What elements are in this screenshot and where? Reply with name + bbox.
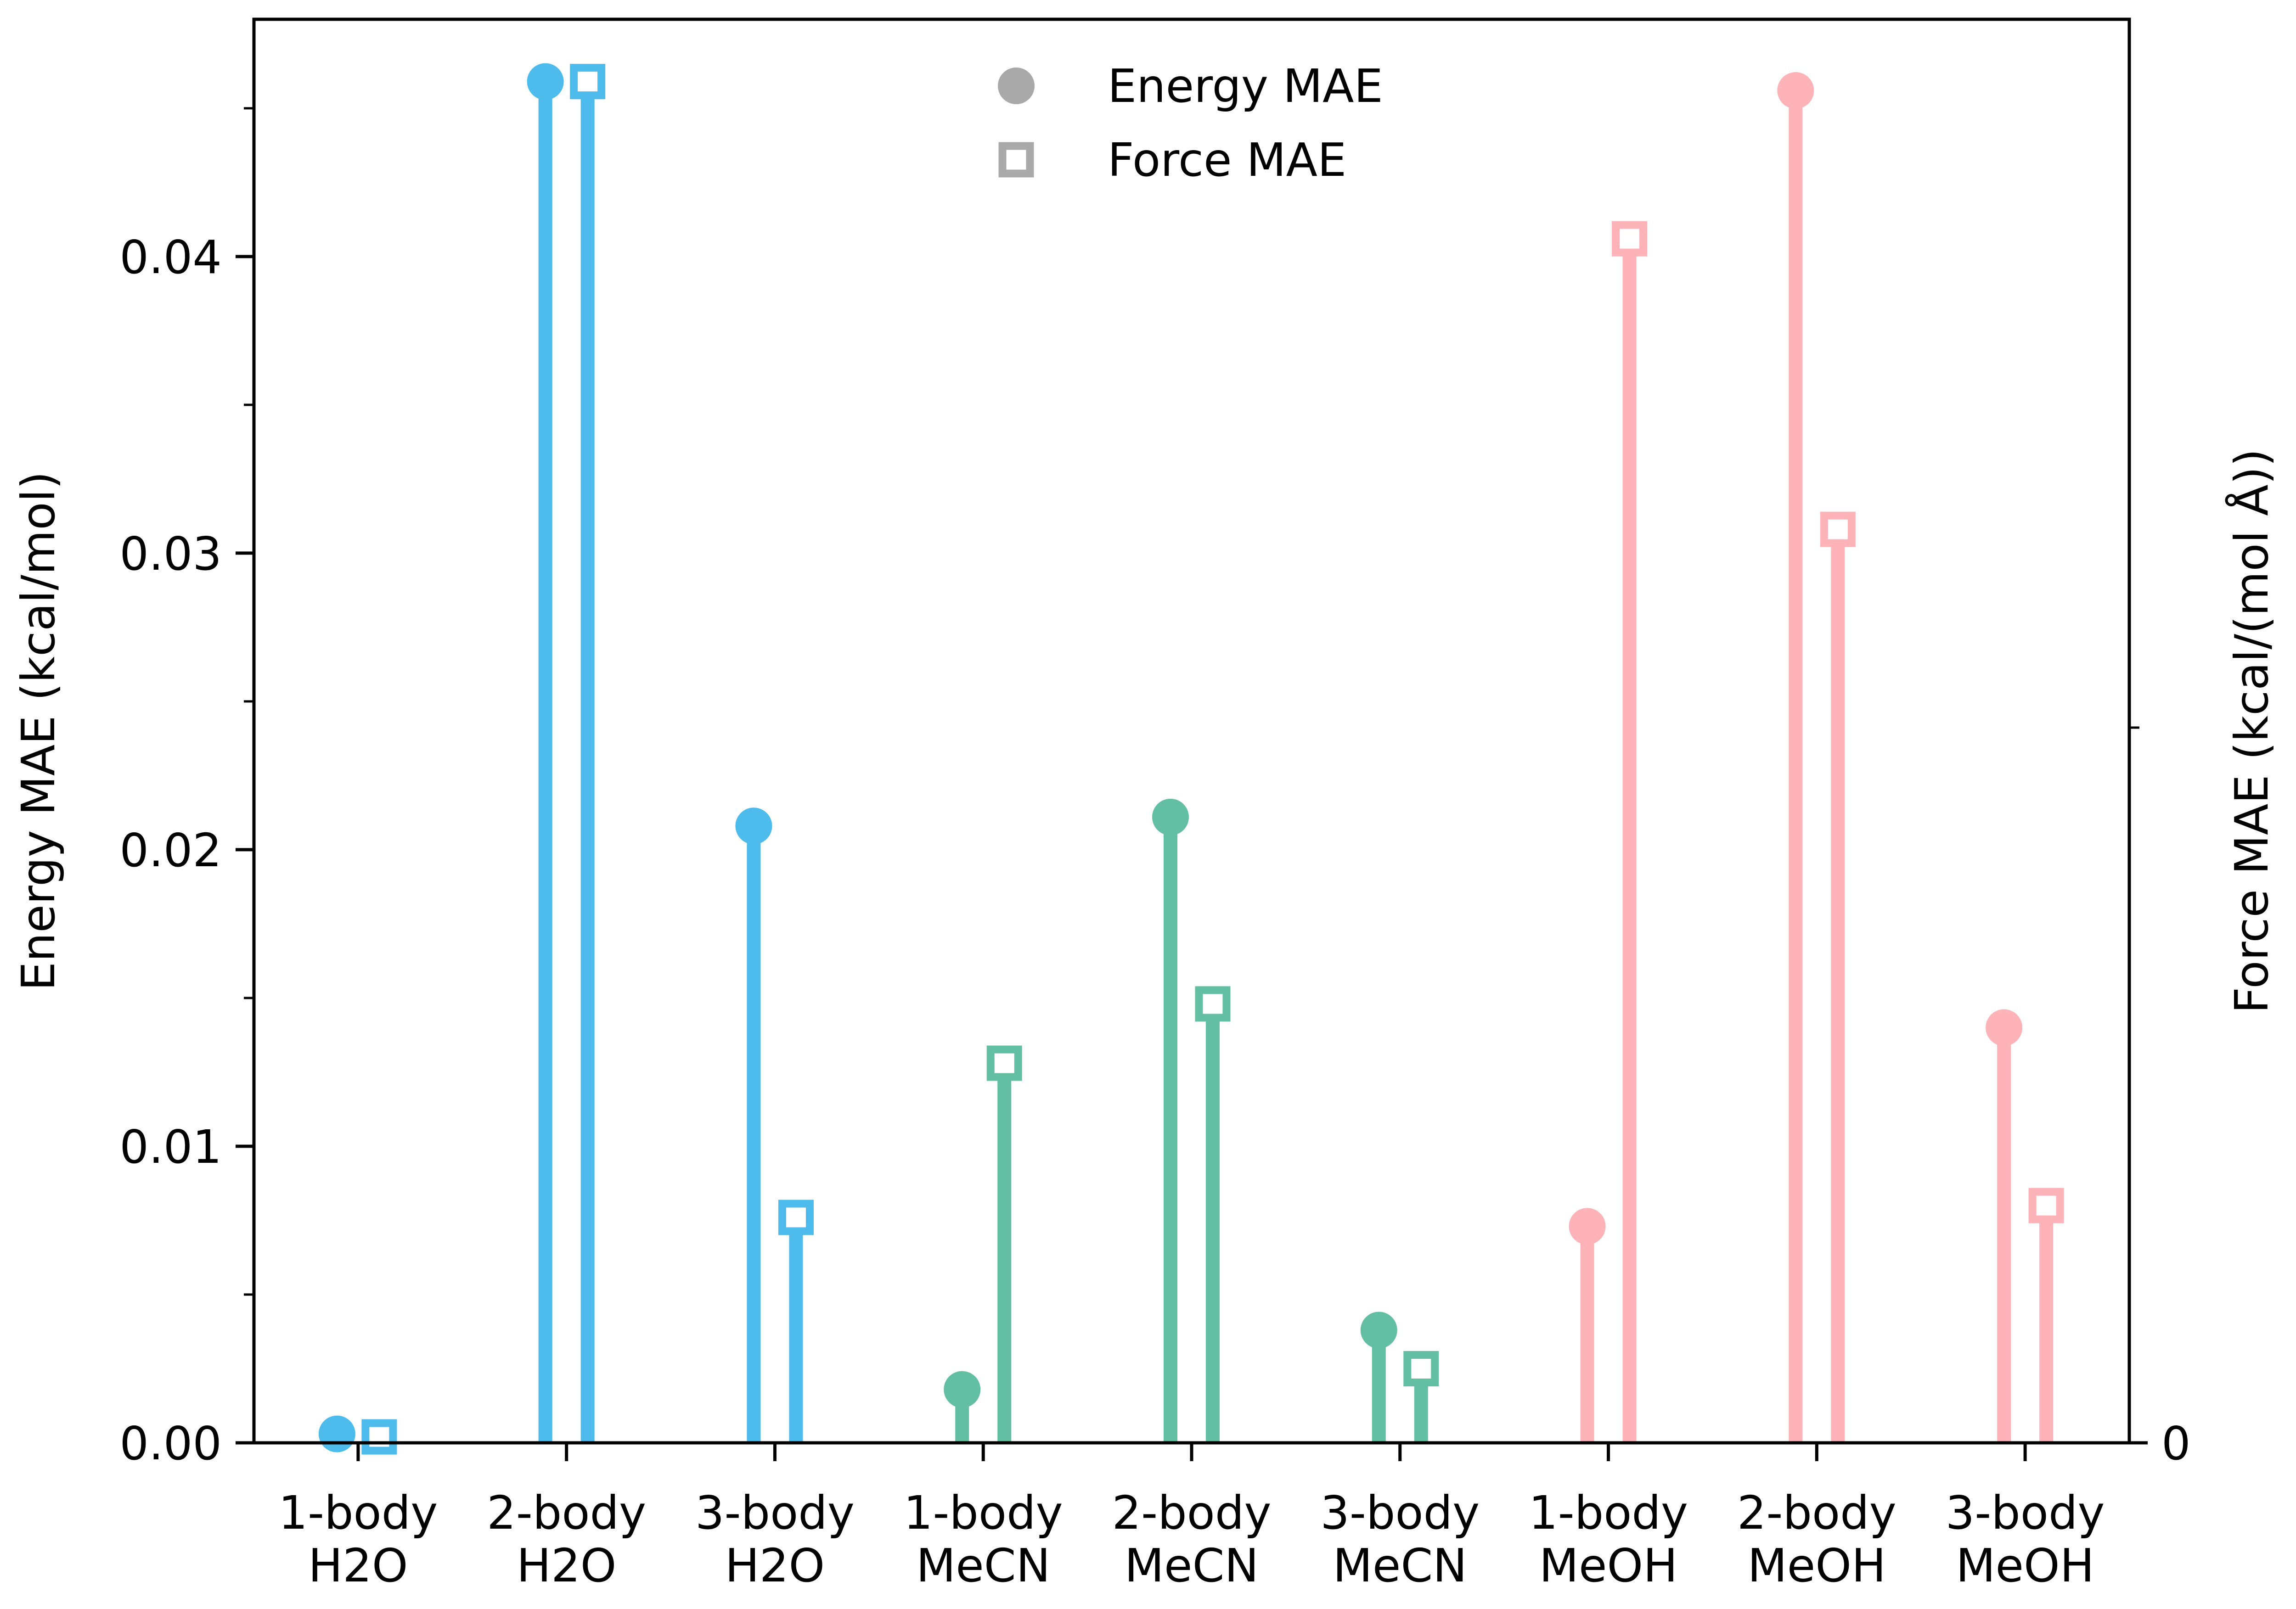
x-tick-label: MeCN	[1333, 1539, 1467, 1592]
energy-point	[735, 807, 772, 845]
energy-point	[944, 1371, 981, 1408]
y-left-tick-label: 0.04	[119, 230, 222, 284]
x-tick-label: 1-body	[904, 1486, 1063, 1540]
legend-force-label: Force MAE	[1108, 133, 1346, 187]
left-axis: 0.00 0.01 0.02 0.03 0.04	[119, 107, 254, 1470]
energy-point	[527, 63, 564, 100]
x-tick-label: MeCN	[916, 1539, 1050, 1592]
energy-point	[1152, 798, 1189, 835]
energy-point	[1986, 1009, 2023, 1046]
x-tick-label: H2O	[725, 1539, 825, 1592]
x-tick-label: 3-body	[1946, 1486, 2105, 1540]
force-point	[2028, 1188, 2064, 1223]
legend-force-marker	[998, 142, 1034, 178]
y-right-tick-label: 0	[2161, 1417, 2191, 1470]
x-tick-label: MeOH	[1747, 1539, 1886, 1592]
chart-marks	[318, 63, 2064, 1455]
energy-point	[1360, 1312, 1397, 1349]
energy-point	[1569, 1208, 1606, 1245]
x-tick-label: 1-body	[1529, 1486, 1688, 1540]
force-point	[986, 1045, 1022, 1081]
x-tick-label: MeOH	[1539, 1539, 1678, 1592]
force-point	[1403, 1351, 1439, 1386]
y-left-tick-label: 0.02	[119, 824, 222, 877]
energy-point	[1777, 72, 1814, 109]
y-left-tick-label: 0.00	[119, 1417, 222, 1470]
x-axis: 1-bodyH2O2-bodyH2O3-bodyH2O1-bodyMeCN2-b…	[278, 1443, 2105, 1592]
force-point	[1612, 221, 1648, 257]
legend-energy-label: Energy MAE	[1108, 59, 1383, 113]
force-point	[1820, 511, 1856, 547]
x-tick-label: 2-body	[1112, 1486, 1271, 1540]
legend-energy-marker	[998, 67, 1035, 104]
force-point	[570, 64, 606, 100]
x-tick-label: MeCN	[1125, 1539, 1259, 1592]
x-tick-label: H2O	[517, 1539, 617, 1592]
plot-frame	[252, 17, 2131, 1445]
force-point	[361, 1419, 397, 1455]
x-tick-label: 2-body	[487, 1486, 646, 1540]
x-tick-label: 2-body	[1737, 1486, 1896, 1540]
y-axis-left-title: Energy MAE (kcal/mol)	[11, 471, 65, 991]
force-point	[778, 1200, 814, 1235]
y-left-tick-label: 0.03	[119, 527, 222, 581]
x-tick-label: 3-body	[695, 1486, 855, 1540]
x-tick-label: 1-body	[278, 1486, 438, 1540]
energy-point	[318, 1415, 355, 1452]
force-point	[1195, 986, 1231, 1022]
legend: Energy MAE Force MAE	[998, 59, 1383, 187]
y-left-tick-label: 0.01	[119, 1120, 222, 1174]
right-axis: 0	[2129, 726, 2191, 1470]
y-axis-right-title: Force MAE (kcal/(mol Å))	[2224, 449, 2279, 1013]
x-tick-label: H2O	[308, 1539, 408, 1592]
x-tick-label: MeOH	[1956, 1539, 2094, 1592]
x-tick-label: 3-body	[1320, 1486, 1480, 1540]
